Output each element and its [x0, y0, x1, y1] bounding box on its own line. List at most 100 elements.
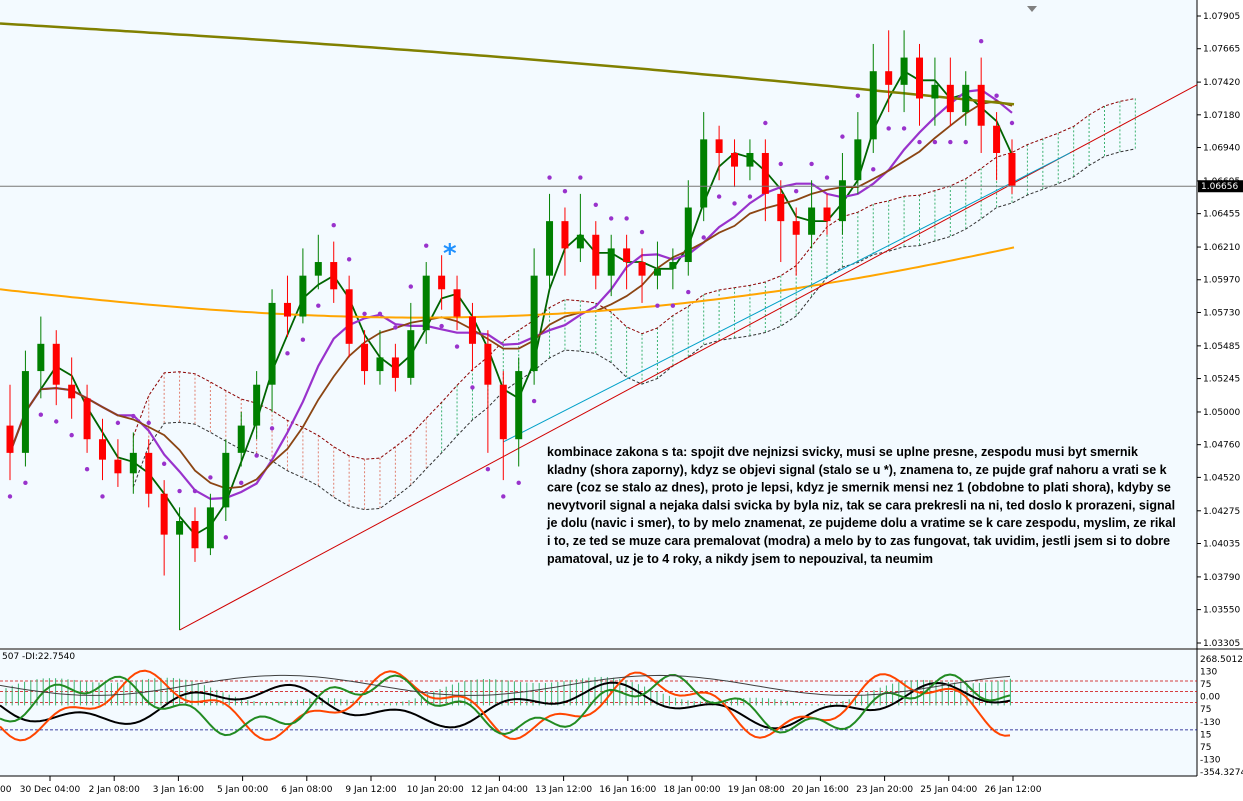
- candle-bear: [6, 425, 14, 453]
- price-tick-label: 1.05000: [1203, 408, 1240, 418]
- time-tick-label: 26 Jan 12:00: [985, 785, 1042, 795]
- sar-dot: [239, 480, 244, 486]
- sar-dot: [670, 303, 676, 308]
- candle-bull: [684, 207, 692, 263]
- chart-shift-marker[interactable]: [1027, 6, 1037, 12]
- sar-dot: [578, 175, 583, 180]
- sar-dot: [23, 480, 28, 486]
- price-tick-label: 1.04760: [1203, 441, 1240, 451]
- sar-dot: [963, 139, 968, 145]
- current-price-box: [1198, 180, 1243, 193]
- time-tick-label: 12 Jan 04:00: [471, 785, 528, 795]
- trend-line-lower: [179, 84, 1198, 631]
- price-tick-label: 1.05970: [1203, 276, 1240, 286]
- price-tick-label: 1.07180: [1203, 111, 1240, 121]
- sar-dot: [131, 413, 136, 419]
- time-tick-label: 6 Jan 08:00: [281, 785, 333, 795]
- candle-bear: [731, 152, 739, 167]
- osc-scale-label: -130: [1200, 755, 1221, 765]
- price-tick-label: 1.07905: [1203, 12, 1240, 22]
- sar-dot: [747, 194, 753, 199]
- candle-bull: [854, 139, 862, 181]
- price-tick-label: 1.04275: [1203, 507, 1240, 517]
- candle-bear: [438, 275, 446, 290]
- time-tick-label: 23 Jan 20:00: [856, 785, 913, 795]
- candle-bear: [361, 343, 369, 372]
- osc-envelope: [0, 674, 1011, 696]
- annotation-line: care (coz se stalo az dnes), proto je le…: [547, 481, 1171, 495]
- osc-scale-label: 0.00: [1200, 693, 1220, 703]
- candle-bear: [330, 262, 338, 290]
- oscillator-header: 507 -DI:22.7540: [2, 652, 75, 662]
- candle-bull: [129, 452, 137, 474]
- candle-bull: [931, 84, 939, 99]
- sar-dot: [948, 139, 953, 145]
- time-tick-label: 13 Jan 12:00: [535, 785, 592, 795]
- sar-dot: [609, 216, 614, 221]
- sar-dot: [38, 412, 44, 417]
- sar-dot: [763, 120, 768, 126]
- candle-bull: [376, 357, 384, 372]
- sar-dot: [793, 188, 799, 194]
- candle-bull: [669, 262, 677, 269]
- time-tick-label: 3 Jan 16:00: [153, 785, 205, 795]
- sar-dot: [593, 202, 598, 207]
- candle-bull: [838, 180, 846, 222]
- price-tick-label: 1.06455: [1203, 210, 1240, 220]
- candle-bear: [916, 57, 924, 99]
- candle-bear: [777, 193, 785, 222]
- sar-dot: [331, 223, 336, 228]
- time-tick-label: 9 Jan 12:00: [345, 785, 397, 795]
- candle-bear: [561, 221, 569, 249]
- time-tick-label: 16 Jan 16:00: [599, 785, 656, 795]
- sar-dot: [177, 488, 182, 494]
- candle-bear: [114, 459, 122, 474]
- annotation-line: i to, ze ted se muze cara premalovat (mo…: [547, 534, 1170, 548]
- osc-scale-label: -354.3274: [1200, 768, 1243, 778]
- price-axis: 1.07905 1.07665 1.07420 1.07180 1.06940 1.066…: [0, 12, 1243, 649]
- sar-dot: [778, 161, 783, 167]
- candle-bull: [808, 207, 816, 235]
- candle-bear: [68, 384, 76, 399]
- candle-bear: [98, 439, 106, 460]
- candle-bull: [314, 262, 322, 276]
- osc-scale-label: 75: [1200, 743, 1211, 753]
- price-tick-label: 1.06940: [1203, 144, 1240, 154]
- price-tick-label: 1.05245: [1203, 375, 1240, 385]
- candle-bull: [253, 384, 261, 426]
- candle-bear: [993, 125, 1001, 153]
- sar-dot: [115, 420, 121, 426]
- price-tick-label: 1.06210: [1203, 243, 1240, 253]
- candle-bear: [468, 316, 476, 344]
- osc-scale-label: 268.5012: [1200, 655, 1243, 665]
- price-tick-label: 1.05485: [1203, 342, 1240, 352]
- candle-bull: [407, 330, 415, 378]
- sar-dot: [316, 303, 321, 308]
- cloud-span-a: [132, 98, 1136, 460]
- time-tick-label: 19 Jan 08:00: [728, 785, 785, 795]
- price-tick-label: 1.07665: [1203, 45, 1240, 55]
- sar-dot: [254, 453, 259, 458]
- sar-dot: [855, 93, 861, 98]
- sar-dot: [362, 311, 367, 317]
- candle-bear: [145, 452, 153, 494]
- osc-minus-di: [0, 673, 1011, 737]
- sar-dot: [439, 323, 444, 329]
- sar-dot: [840, 134, 845, 139]
- sar-dot: [531, 398, 537, 404]
- candle-bear: [977, 84, 985, 126]
- candle-bear: [499, 384, 507, 440]
- candle-bear: [761, 152, 769, 194]
- time-tick-label: 2 Jan 08:00: [89, 785, 141, 795]
- price-tick-label: 1.07420: [1203, 78, 1240, 88]
- sar-dot: [208, 475, 213, 480]
- price-tick-label: 1.03305: [1203, 639, 1240, 649]
- time-tick-label: 5 Jan 00:00: [217, 785, 269, 795]
- candle-bear: [83, 398, 91, 440]
- time-tick-label: 18 Jan 00:00: [664, 785, 721, 795]
- trend-lines[interactable]: [179, 84, 1198, 631]
- sar-dot: [701, 235, 706, 240]
- candle-bull: [607, 248, 615, 276]
- annotation-line: nevytvoril signal a nejaka dalsi svicka …: [547, 498, 1175, 512]
